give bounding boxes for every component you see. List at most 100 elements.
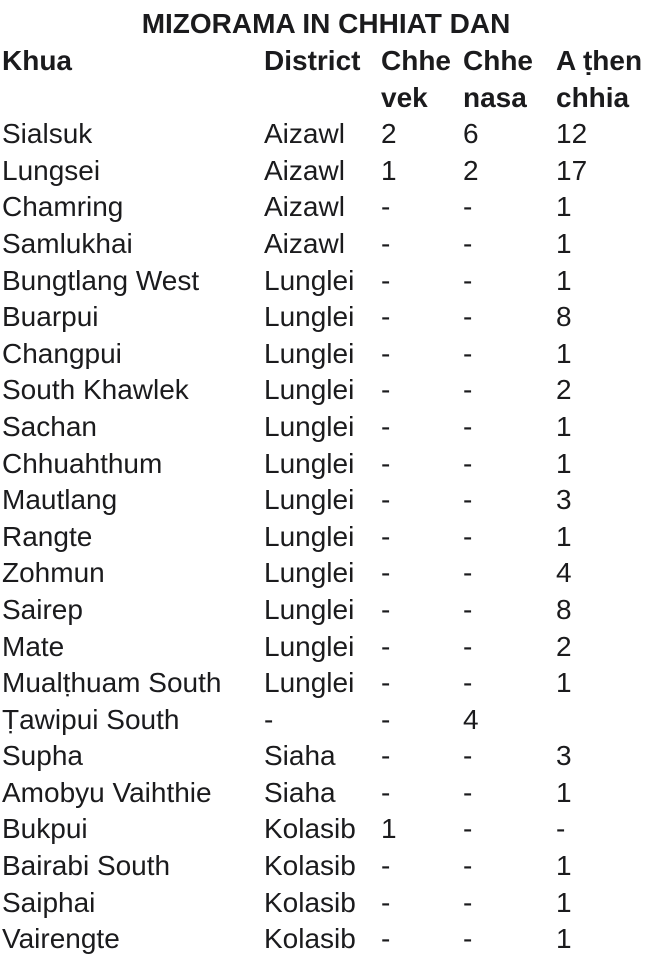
cell-chhe-nasa: - [463, 410, 473, 442]
table-row: Mautlang Lunglei - -3 [2, 482, 658, 519]
cell-district: Lunglei [264, 447, 355, 479]
cell-district: Lunglei [264, 264, 355, 296]
table-row: Supha Siaha - - 3 [2, 738, 658, 775]
table-row: Ṭawipui South - - 4 [2, 702, 658, 739]
column-header-chhe-nasa: Chhe nasa [463, 45, 533, 113]
table-row: Vairengte Kolasib - -1 [2, 921, 658, 958]
table-header-row: Khua District Chhe vek Chhe nasa A ṭhen … [2, 43, 658, 116]
cell-a-then-chhia: - [556, 813, 566, 845]
cell-a-then-chhia: 17 [556, 154, 588, 186]
cell-khua: Changpui [2, 337, 122, 369]
cell-khua: Bairabi South [2, 850, 171, 882]
table-row: Lungsei Aizawl 1 2 17 [2, 153, 658, 190]
cell-district: Lunglei [264, 374, 355, 406]
cell-chhe-vek: - [381, 374, 391, 406]
page-title: MIZORAMA IN CHHIAT DAN [141, 8, 511, 39]
table-row: Sialsuk Aizawl 2 6 12 [2, 116, 658, 153]
cell-a-then-chhia: 1 [556, 776, 572, 808]
cell-a-then-chhia: 4 [556, 557, 572, 589]
cell-chhe-nasa: - [463, 776, 473, 808]
cell-a-then-chhia: 1 [556, 410, 572, 442]
cell-a-then-chhia: 3 [556, 484, 572, 516]
table-row: Bairabi South Kolasib - -1 [2, 848, 658, 885]
cell-district: Lunglei [264, 557, 355, 589]
table-row: Rangte Lunglei - -1 [2, 519, 658, 556]
cell-chhe-nasa: 4 [463, 703, 479, 735]
cell-khua: Mualṭhuam South [2, 667, 222, 699]
table-row: Chhuahthum Lunglei - -1 [2, 446, 658, 483]
cell-chhe-nasa: - [463, 301, 473, 333]
cell-khua: Amobyu Vaihthie [2, 776, 212, 808]
cell-khua: Bungtlang West [2, 264, 200, 296]
table-row: Mualṭhuam South Lunglei - -1 [2, 665, 658, 702]
cell-chhe-nasa: - [463, 191, 473, 223]
cell-chhe-nasa: - [463, 886, 473, 918]
cell-khua: Zohmun [2, 557, 105, 589]
cell-chhe-vek: - [381, 337, 391, 369]
cell-a-then-chhia: 2 [556, 630, 572, 662]
table-row: Buarpui Lunglei - -8 [2, 299, 658, 336]
cell-chhe-vek: - [381, 557, 391, 589]
cell-a-then-chhia: 8 [556, 301, 572, 333]
cell-district: Aizawl [264, 227, 345, 259]
cell-chhe-nasa: - [463, 630, 473, 662]
cell-chhe-nasa: - [463, 227, 473, 259]
cell-khua: Bukpui [2, 813, 88, 845]
table-row: Bukpui Kolasib 1 - - [2, 811, 658, 848]
cell-district: Kolasib [264, 813, 356, 845]
table-row: Zohmun Lunglei - -4 [2, 555, 658, 592]
table-row: South Khawlek Lunglei - -2 [2, 372, 658, 409]
cell-chhe-nasa: 6 [463, 118, 479, 150]
cell-chhe-vek: - [381, 447, 391, 479]
cell-khua: Sairep [2, 593, 83, 625]
cell-chhe-vek: - [381, 667, 391, 699]
cell-a-then-chhia: 1 [556, 264, 572, 296]
cell-chhe-vek: - [381, 191, 391, 223]
cell-khua: Mate [2, 630, 65, 662]
cell-district: Aizawl [264, 154, 345, 186]
cell-khua: Saiphai [2, 886, 96, 918]
cell-chhe-vek: - [381, 630, 391, 662]
cell-khua: Lungsei [2, 154, 101, 186]
cell-district: Lunglei [264, 667, 355, 699]
cell-a-then-chhia: 1 [556, 227, 572, 259]
cell-a-then-chhia: 1 [556, 850, 572, 882]
cell-khua: Chhuahthum [2, 447, 163, 479]
table-row: Sairep Lunglei - -8 [2, 592, 658, 629]
cell-chhe-vek: - [381, 301, 391, 333]
cell-chhe-vek: 2 [381, 118, 397, 150]
cell-chhe-vek: - [381, 886, 391, 918]
cell-district: Siaha [264, 740, 336, 772]
cell-a-then-chhia: 1 [556, 447, 572, 479]
cell-district: Kolasib [264, 923, 356, 955]
cell-a-then-chhia: 8 [556, 593, 572, 625]
cell-khua: Chamring [2, 191, 124, 223]
cell-a-then-chhia: 1 [556, 337, 572, 369]
table-row: Chamring Aizawl - - 1 [2, 189, 658, 226]
cell-chhe-nasa: - [463, 264, 473, 296]
cell-a-then-chhia: 2 [556, 374, 572, 406]
cell-district: Lunglei [264, 301, 355, 333]
cell-chhe-vek: - [381, 410, 391, 442]
table-row: Mate Lunglei - -2 [2, 629, 658, 666]
cell-chhe-vek: - [381, 703, 391, 735]
cell-a-then-chhia: 1 [556, 520, 572, 552]
cell-district: Aizawl [264, 191, 345, 223]
cell-chhe-nasa: - [463, 447, 473, 479]
table-body: Sialsuk Aizawl 2 6 1 2 Lungsei Aizawl 1 2 17 Chamri… [2, 116, 658, 958]
cell-chhe-vek: - [381, 850, 391, 882]
cell-district: Kolasib [264, 850, 356, 882]
cell-chhe-vek: - [381, 740, 391, 772]
cell-chhe-nasa: - [463, 813, 473, 845]
cell-khua: Buarpui [2, 301, 99, 333]
cell-chhe-vek: - [381, 923, 391, 955]
table-row: Amobyu Vaihthie Siaha - - 1 [2, 775, 658, 812]
column-header-district: District [264, 45, 361, 76]
table-row: Samlukhai Aizawl - - 1 [2, 226, 658, 263]
cell-khua: Rangte [2, 520, 93, 552]
cell-chhe-nasa: - [463, 520, 473, 552]
cell-khua: Sialsuk [2, 118, 93, 150]
table-row: Sachan Lunglei - -1 [2, 409, 658, 446]
cell-chhe-vek: - [381, 776, 391, 808]
